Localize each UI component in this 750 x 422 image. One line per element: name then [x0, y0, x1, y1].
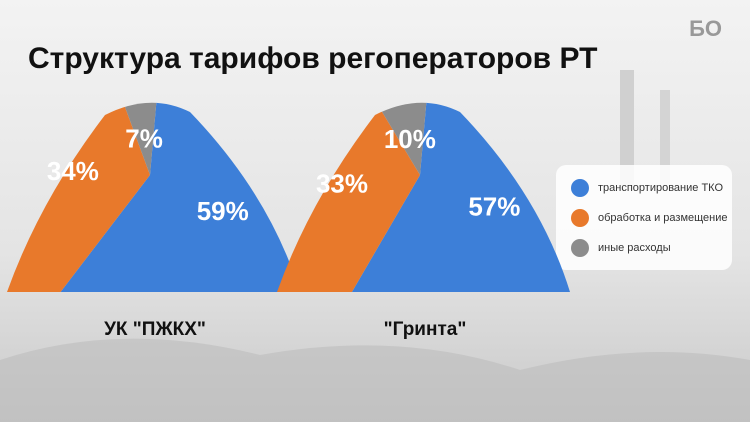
value-label: 33% — [316, 168, 368, 198]
legend-label: транспортирование ТКО — [598, 182, 723, 194]
legend-marker — [571, 239, 589, 257]
title: Структура тарифов регоператоров РТ — [28, 42, 597, 75]
chart-label: УК "ПЖКХ" — [104, 319, 206, 340]
legend-marker — [571, 179, 589, 197]
value-label: 7% — [125, 123, 163, 153]
legend-marker — [571, 209, 589, 227]
pie-slice — [286, 102, 443, 175]
brand-logo: БО — [689, 16, 722, 41]
legend-label: иные расходы — [598, 242, 671, 254]
legend-box — [556, 165, 732, 270]
legend: транспортирование ТКО обработка и размеще… — [571, 179, 728, 257]
value-label: 57% — [468, 191, 520, 221]
chimney — [660, 90, 670, 190]
chart-label: "Гринта" — [384, 319, 467, 340]
chimney — [620, 70, 634, 190]
legend-label: обработка и размещение — [598, 212, 728, 224]
pie-slice — [7, 102, 300, 292]
value-label: 10% — [384, 124, 436, 154]
pie-slice — [60, 102, 173, 175]
value-label: 59% — [197, 196, 249, 226]
ground — [0, 338, 750, 422]
pie-slice — [289, 102, 570, 292]
value-label: 34% — [47, 156, 99, 186]
